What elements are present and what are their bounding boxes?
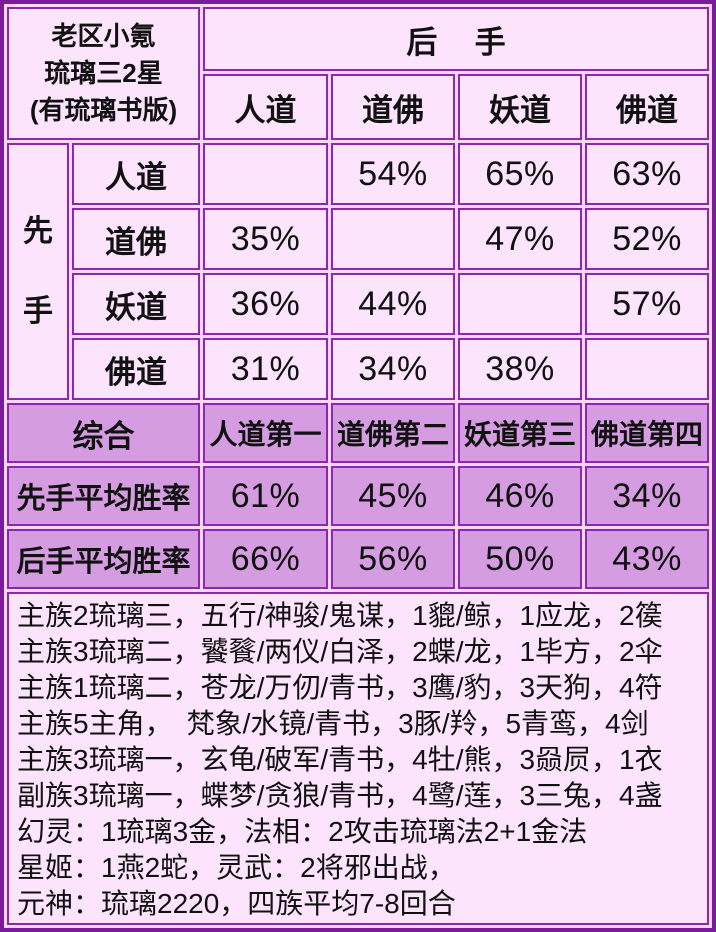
- column-header: 妖道: [458, 74, 583, 140]
- summary-rank: 人道第一: [203, 403, 329, 463]
- second-avg-value: 43%: [585, 529, 710, 589]
- deck-title-line1: 老区小氪: [51, 21, 156, 51]
- first-avg-value: 46%: [458, 466, 583, 526]
- second-player-header-cell: 后手: [203, 7, 710, 71]
- deck-title-line3: (有琉璃书版): [29, 95, 178, 125]
- matrix-cell: 47%: [458, 208, 583, 270]
- column-header: 道佛: [331, 74, 456, 140]
- deck-title-line2: 琉璃三2星: [44, 58, 163, 88]
- second-avg-value: 56%: [331, 529, 456, 589]
- matrix-cell: 52%: [585, 208, 710, 270]
- matrix-cell: 35%: [203, 208, 329, 270]
- first-player-header-cell: 先手: [7, 143, 69, 400]
- matrix-cell: 34%: [331, 338, 456, 400]
- first-player-header: 先手: [23, 214, 53, 328]
- matrix-cell: 31%: [203, 338, 329, 400]
- second-player-header: 后手: [406, 24, 543, 60]
- second-avg-value: 50%: [458, 529, 583, 589]
- column-header: 佛道: [585, 74, 710, 140]
- first-avg-value: 61%: [203, 466, 329, 526]
- matrix-cell: 36%: [203, 273, 329, 335]
- summary-rank: 道佛第二: [331, 403, 456, 463]
- matrix-cell: [203, 143, 329, 205]
- matrix-cell: 38%: [458, 338, 583, 400]
- row-header: 妖道: [72, 273, 201, 335]
- note-line: 副族3琉璃一，蝶梦/贪狼/青书，4鹭/莲，3三兔，4盏: [17, 780, 663, 811]
- summary-rank: 佛道第四: [585, 403, 710, 463]
- summary-label: 综合: [7, 403, 201, 463]
- column-header: 人道: [203, 74, 329, 140]
- matrix-cell: 63%: [585, 143, 710, 205]
- matrix-cell: 57%: [585, 273, 710, 335]
- note-line: 主族2琉璃三，五行/神骏/鬼谋，1貔/鲸，1应龙，2篌: [17, 600, 663, 631]
- second-avg-label: 后手平均胜率: [7, 529, 201, 589]
- matchup-table: 老区小氪 琉璃三2星 (有琉璃书版) 后手 人道 道佛 妖道 佛道 先手 人道 …: [4, 4, 712, 592]
- note-line: 星姬：1燕2蛇，灵武：2将邪出战，: [17, 852, 456, 883]
- note-line: 主族5主角， 梵象/水镜/青书，3豚/羚，5青鸾，4剑: [17, 708, 649, 739]
- row-header: 人道: [72, 143, 201, 205]
- first-avg-value: 34%: [585, 466, 710, 526]
- note-line: 元神：琉璃2220，四族平均7-8回合: [17, 888, 456, 919]
- row-header: 道佛: [72, 208, 201, 270]
- matrix-cell: 65%: [458, 143, 583, 205]
- lineup-notes: 主族2琉璃三，五行/神骏/鬼谋，1貔/鲸，1应龙，2篌 主族3琉璃二，饕餮/两仪…: [7, 592, 709, 925]
- matrix-cell: [585, 338, 710, 400]
- note-line: 主族3琉璃一，玄龟/破军/青书，4牡/熊，3赑屃，1衣: [17, 744, 663, 775]
- matrix-cell: 54%: [331, 143, 456, 205]
- note-line: 主族1琉璃二，苍龙/万仞/青书，3鹰/豹，3天狗，4符: [17, 672, 663, 703]
- note-line: 幻灵：1琉璃3金，法相：2攻击琉璃法2+1金法: [17, 816, 588, 847]
- second-avg-value: 66%: [203, 529, 329, 589]
- matrix-cell: 44%: [331, 273, 456, 335]
- first-avg-value: 45%: [331, 466, 456, 526]
- note-line: 主族3琉璃二，饕餮/两仪/白泽，2蝶/龙，1毕方，2伞: [17, 636, 663, 667]
- matrix-cell: [458, 273, 583, 335]
- deck-title-cell: 老区小氪 琉璃三2星 (有琉璃书版): [7, 7, 201, 140]
- first-avg-label: 先手平均胜率: [7, 466, 201, 526]
- row-header: 佛道: [72, 338, 201, 400]
- matrix-cell: [331, 208, 456, 270]
- summary-rank: 妖道第三: [458, 403, 583, 463]
